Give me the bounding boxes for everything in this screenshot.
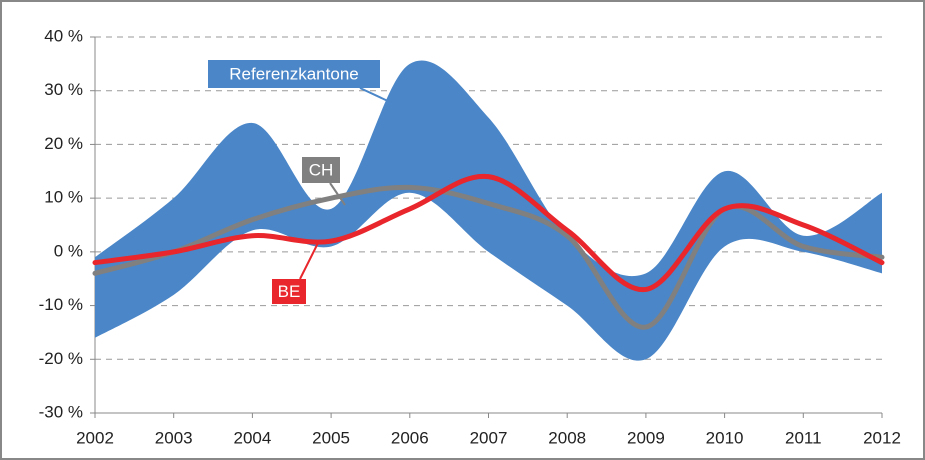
y-tick-label: 40 % [44, 26, 83, 45]
x-tick-label: 2003 [155, 428, 193, 447]
x-tick-label: 2009 [627, 428, 665, 447]
y-tick-label: 0 % [54, 241, 83, 260]
y-tick-label: -10 % [39, 295, 83, 314]
callout-label: Referenzkantone [229, 64, 358, 83]
y-tick-label: 30 % [44, 80, 83, 99]
x-tick-label: 2002 [76, 428, 114, 447]
x-tick-label: 2004 [233, 428, 271, 447]
callout-leader [359, 87, 391, 103]
x-tick-label: 2010 [706, 428, 744, 447]
callout-leader [299, 242, 319, 280]
x-tick-label: 2008 [548, 428, 586, 447]
x-tick-label: 2006 [391, 428, 429, 447]
callout-label: CH [309, 160, 334, 179]
y-tick-label: 10 % [44, 188, 83, 207]
x-tick-label: 2005 [312, 428, 350, 447]
x-tick-label: 2012 [863, 428, 901, 447]
callout-box [208, 60, 380, 88]
x-tick-label: 2007 [470, 428, 508, 447]
callout-box [302, 157, 340, 183]
callout-leader [329, 182, 346, 206]
x-tick-label: 2011 [785, 428, 822, 447]
series-line [92, 173, 885, 292]
y-tick-label: 20 % [44, 134, 83, 153]
callout-box [272, 279, 306, 304]
y-tick-label: -30 % [39, 402, 83, 421]
callout-label: BE [278, 282, 301, 301]
y-tick-label: -20 % [39, 349, 83, 368]
band-area [95, 60, 882, 361]
